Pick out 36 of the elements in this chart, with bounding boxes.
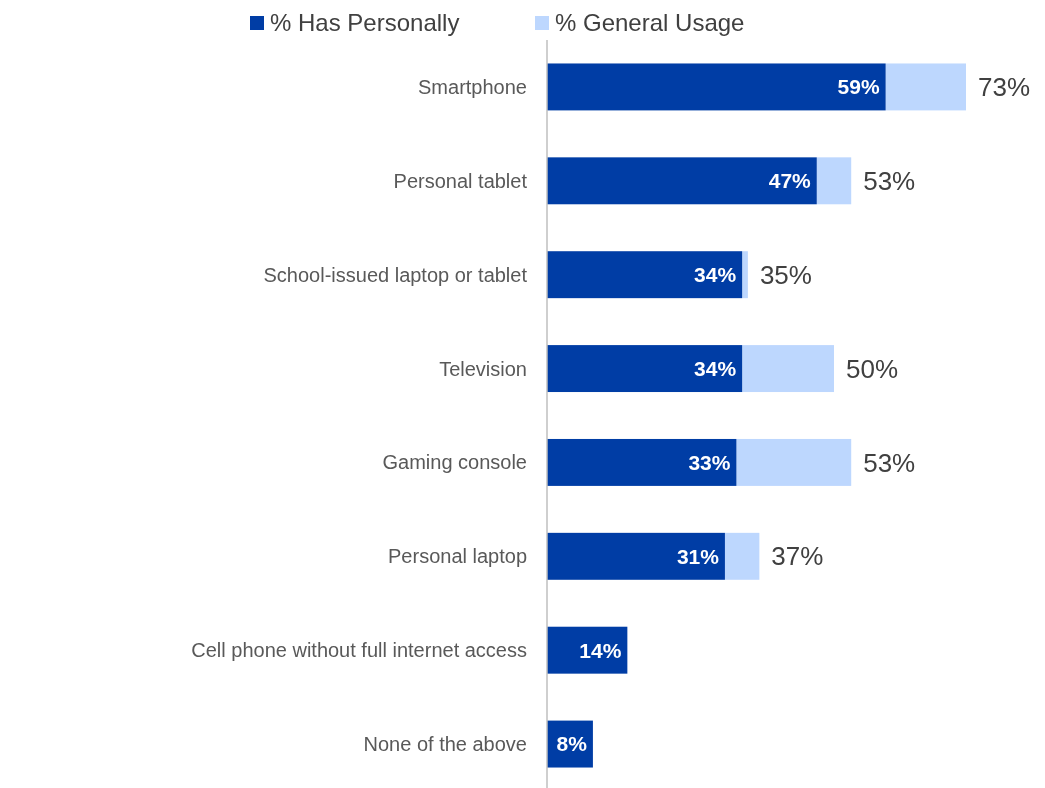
total-label: 53% xyxy=(863,165,916,196)
y-tick-label: School-issued laptop or tablet xyxy=(263,263,528,286)
bar xyxy=(742,345,834,393)
data-label: 47% xyxy=(768,169,812,193)
bar xyxy=(547,438,737,486)
bar xyxy=(816,157,852,205)
bar xyxy=(547,345,743,393)
bar xyxy=(885,63,966,111)
total-label: 73% xyxy=(978,72,1031,103)
data-label: 31% xyxy=(676,544,720,568)
total-label: 53% xyxy=(863,447,916,478)
total-label: 35% xyxy=(759,259,812,290)
bar xyxy=(742,251,748,299)
legend-label: % General Usage xyxy=(555,9,745,37)
bar xyxy=(547,251,743,299)
data-label: 8% xyxy=(556,732,588,756)
y-tick-label: Smartphone xyxy=(418,75,527,98)
bar xyxy=(547,532,725,580)
bar xyxy=(736,438,852,486)
total-label: 37% xyxy=(771,541,824,572)
y-tick-label: Cell phone without full internet access xyxy=(191,639,527,662)
bar xyxy=(547,157,817,205)
y-tick-label: None of the above xyxy=(363,733,527,756)
bar xyxy=(724,532,760,580)
bar xyxy=(547,63,886,111)
y-tick-label: Personal tablet xyxy=(393,169,528,192)
legend-label: % Has Personally xyxy=(270,9,460,37)
data-label: 34% xyxy=(694,356,737,380)
data-label: 59% xyxy=(837,75,880,99)
data-label: 34% xyxy=(694,263,737,287)
y-tick-label: Personal laptop xyxy=(388,545,527,568)
total-label: 50% xyxy=(845,353,899,384)
data-label: 33% xyxy=(688,450,731,474)
y-tick-label: Gaming console xyxy=(382,451,527,474)
data-label: 14% xyxy=(579,638,622,662)
y-tick-label: Television xyxy=(439,357,527,380)
